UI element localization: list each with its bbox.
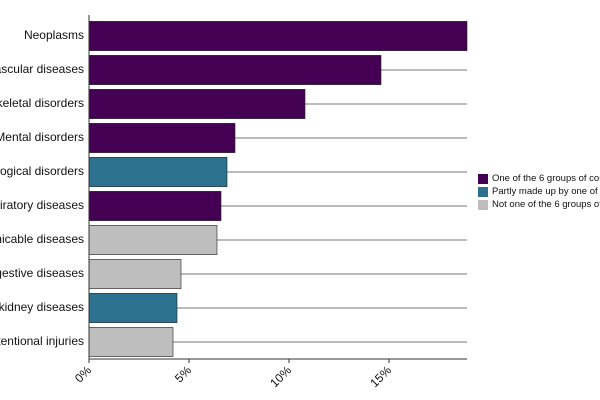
legend-swatch bbox=[478, 199, 488, 210]
y-tick-label: skeletal disorders bbox=[0, 96, 84, 110]
bar bbox=[88, 327, 174, 357]
legend-label: One of the 6 groups of conditions bbox=[492, 173, 600, 184]
legend-item: Not one of the 6 groups of conditions bbox=[478, 198, 600, 211]
legend-item: One of the 6 groups of conditions bbox=[478, 172, 600, 185]
bar bbox=[88, 293, 178, 323]
y-tick-label: vascular diseases bbox=[0, 62, 84, 76]
legend-item: Partly made up by one of the 6 groups bbox=[478, 185, 600, 198]
x-tick-label: 10% bbox=[267, 363, 294, 390]
bar bbox=[88, 225, 218, 255]
y-tick-label: Neoplasms bbox=[24, 28, 84, 42]
bar bbox=[88, 157, 228, 187]
y-tick-label: igestive diseases bbox=[0, 266, 84, 280]
x-tick-label: 15% bbox=[367, 363, 394, 390]
y-tick-label: ntentional injuries bbox=[0, 334, 84, 348]
x-tick-label: 0% bbox=[72, 363, 94, 385]
y-tick-label: spiratory diseases bbox=[0, 198, 84, 212]
y-tick-label: unicable diseases bbox=[0, 232, 84, 246]
y-tick-label: Mental disorders bbox=[0, 130, 84, 144]
bar bbox=[88, 89, 306, 119]
legend-swatch bbox=[478, 186, 488, 197]
bar bbox=[88, 191, 222, 221]
y-tick-label: ological disorders bbox=[0, 164, 84, 178]
bars bbox=[88, 21, 468, 357]
y-tick-label: d kidney diseases bbox=[0, 300, 84, 314]
legend-label: Not one of the 6 groups of conditions bbox=[492, 199, 600, 210]
bar bbox=[88, 21, 468, 51]
x-tick-label: 5% bbox=[172, 363, 194, 385]
legend: One of the 6 groups of conditions Partly… bbox=[478, 172, 600, 211]
x-ticks: 0% 5% 10% 15% bbox=[72, 359, 394, 390]
bar bbox=[88, 123, 236, 153]
bar bbox=[88, 55, 382, 85]
bar bbox=[88, 259, 182, 289]
legend-label: Partly made up by one of the 6 groups bbox=[492, 186, 600, 197]
y-tick-labels: Neoplasms vascular diseases skeletal disor… bbox=[0, 28, 84, 348]
legend-swatch bbox=[478, 173, 488, 184]
